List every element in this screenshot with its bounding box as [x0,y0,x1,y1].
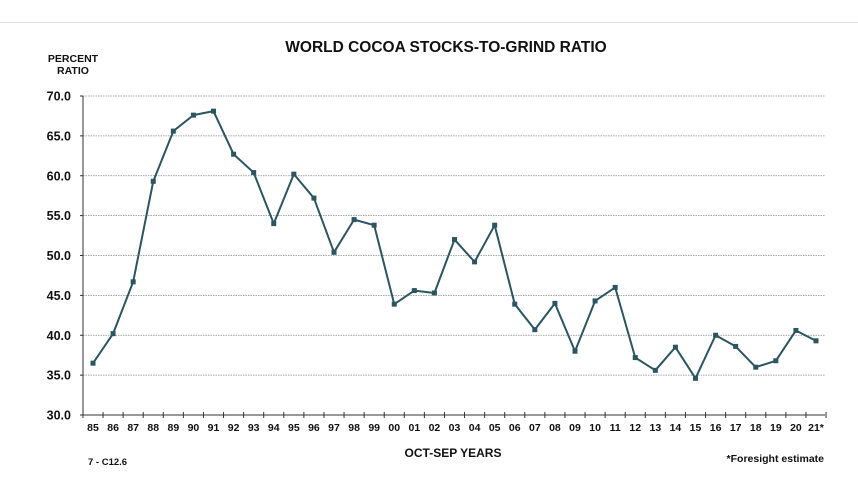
x-tick-label: 96 [308,422,320,434]
data-point [492,222,498,228]
data-point [452,237,457,243]
data-point [632,355,638,361]
x-tick-label: 20 [790,422,802,434]
data-point [431,290,437,296]
data-point [793,327,799,333]
x-tick-label: 07 [529,422,541,434]
data-point [472,259,478,265]
x-tick-label: 17 [730,422,742,434]
y-tick-label: 70.0 [47,90,71,104]
data-point [231,151,237,157]
top-divider [0,22,858,23]
data-point [251,170,257,176]
y-tick-label: 65.0 [47,129,71,143]
x-tick-label: 15 [690,422,702,434]
x-tick-label: 86 [107,422,119,434]
data-point [572,348,578,354]
data-point [672,344,678,350]
x-tick-label: 97 [328,422,340,434]
x-tick-label: 16 [710,422,722,434]
data-point [110,331,116,337]
data-point [311,195,317,201]
y-tick-label: 35.0 [47,369,71,383]
data-point [150,178,156,184]
data-point [773,358,779,364]
data-point [90,360,96,366]
data-point [411,288,417,294]
x-tick-label: 03 [449,422,461,434]
x-tick-label: 19 [770,422,782,434]
x-tick-label: 93 [248,422,260,434]
data-point [733,343,739,349]
x-tick-label: 90 [188,422,200,434]
y-tick-label: 40.0 [47,329,71,343]
x-tick-label: 06 [509,422,521,434]
x-tick-label: 21* [808,422,825,434]
x-tick-label: 91 [208,422,220,434]
y-tick-label: 30.0 [47,409,71,423]
data-point [753,364,759,370]
x-tick-label: 04 [469,422,481,434]
data-point [693,375,698,381]
footnote: *Foresight estimate [727,453,825,465]
x-tick-label: 94 [268,422,280,434]
x-tick-label: 09 [569,422,581,434]
data-point [271,221,277,227]
y-tick-label: 60.0 [47,169,71,183]
data-point [351,217,357,223]
y-tick-label: 55.0 [47,209,71,223]
data-point [612,284,618,290]
x-tick-label: 92 [228,422,240,434]
x-tick-label: 18 [750,422,762,434]
data-point [371,222,377,228]
x-tick-label: 98 [348,422,360,434]
chart-title: WORLD COCOA STOCKS-TO-GRIND RATIO [285,39,606,56]
data-point [713,332,719,338]
x-tick-label: 13 [649,422,661,434]
data-point [170,128,176,134]
x-tick-label: 99 [368,422,380,434]
data-point [190,112,196,118]
y-tick-label: 45.0 [47,289,71,303]
data-point [211,108,216,114]
data-point [331,249,337,255]
data-point [652,367,658,373]
x-tick-label: 88 [147,422,159,434]
data-point [512,301,518,307]
x-tick-label: 85 [87,422,99,434]
data-point [552,300,558,306]
x-tick-label: 02 [429,422,441,434]
data-point [592,298,598,304]
x-tick-label: 05 [489,422,501,434]
data-point [130,279,136,285]
x-tick-label: 14 [670,422,682,434]
data-point [813,338,819,344]
data-point [291,171,297,177]
y-axis-label-line1: PERCENT [48,53,99,65]
x-tick-label: 08 [549,422,561,434]
x-tick-label: 89 [167,422,179,434]
x-axis-label: OCT-SEP YEARS [405,446,502,460]
x-tick-label: 00 [388,422,400,434]
x-tick-label: 11 [610,422,621,434]
x-tick-label: 10 [589,422,601,434]
y-axis-label-line2: RATIO [57,65,89,77]
x-tick-label: 12 [629,422,641,434]
data-point [532,327,538,333]
x-tick-label: 01 [408,422,420,434]
x-tick-label: 87 [127,422,139,434]
series-line [92,110,817,380]
chart-code: 7 - C12.6 [88,457,127,468]
x-tick-label: 95 [288,422,300,434]
y-tick-label: 50.0 [47,249,71,263]
data-point [391,301,397,307]
